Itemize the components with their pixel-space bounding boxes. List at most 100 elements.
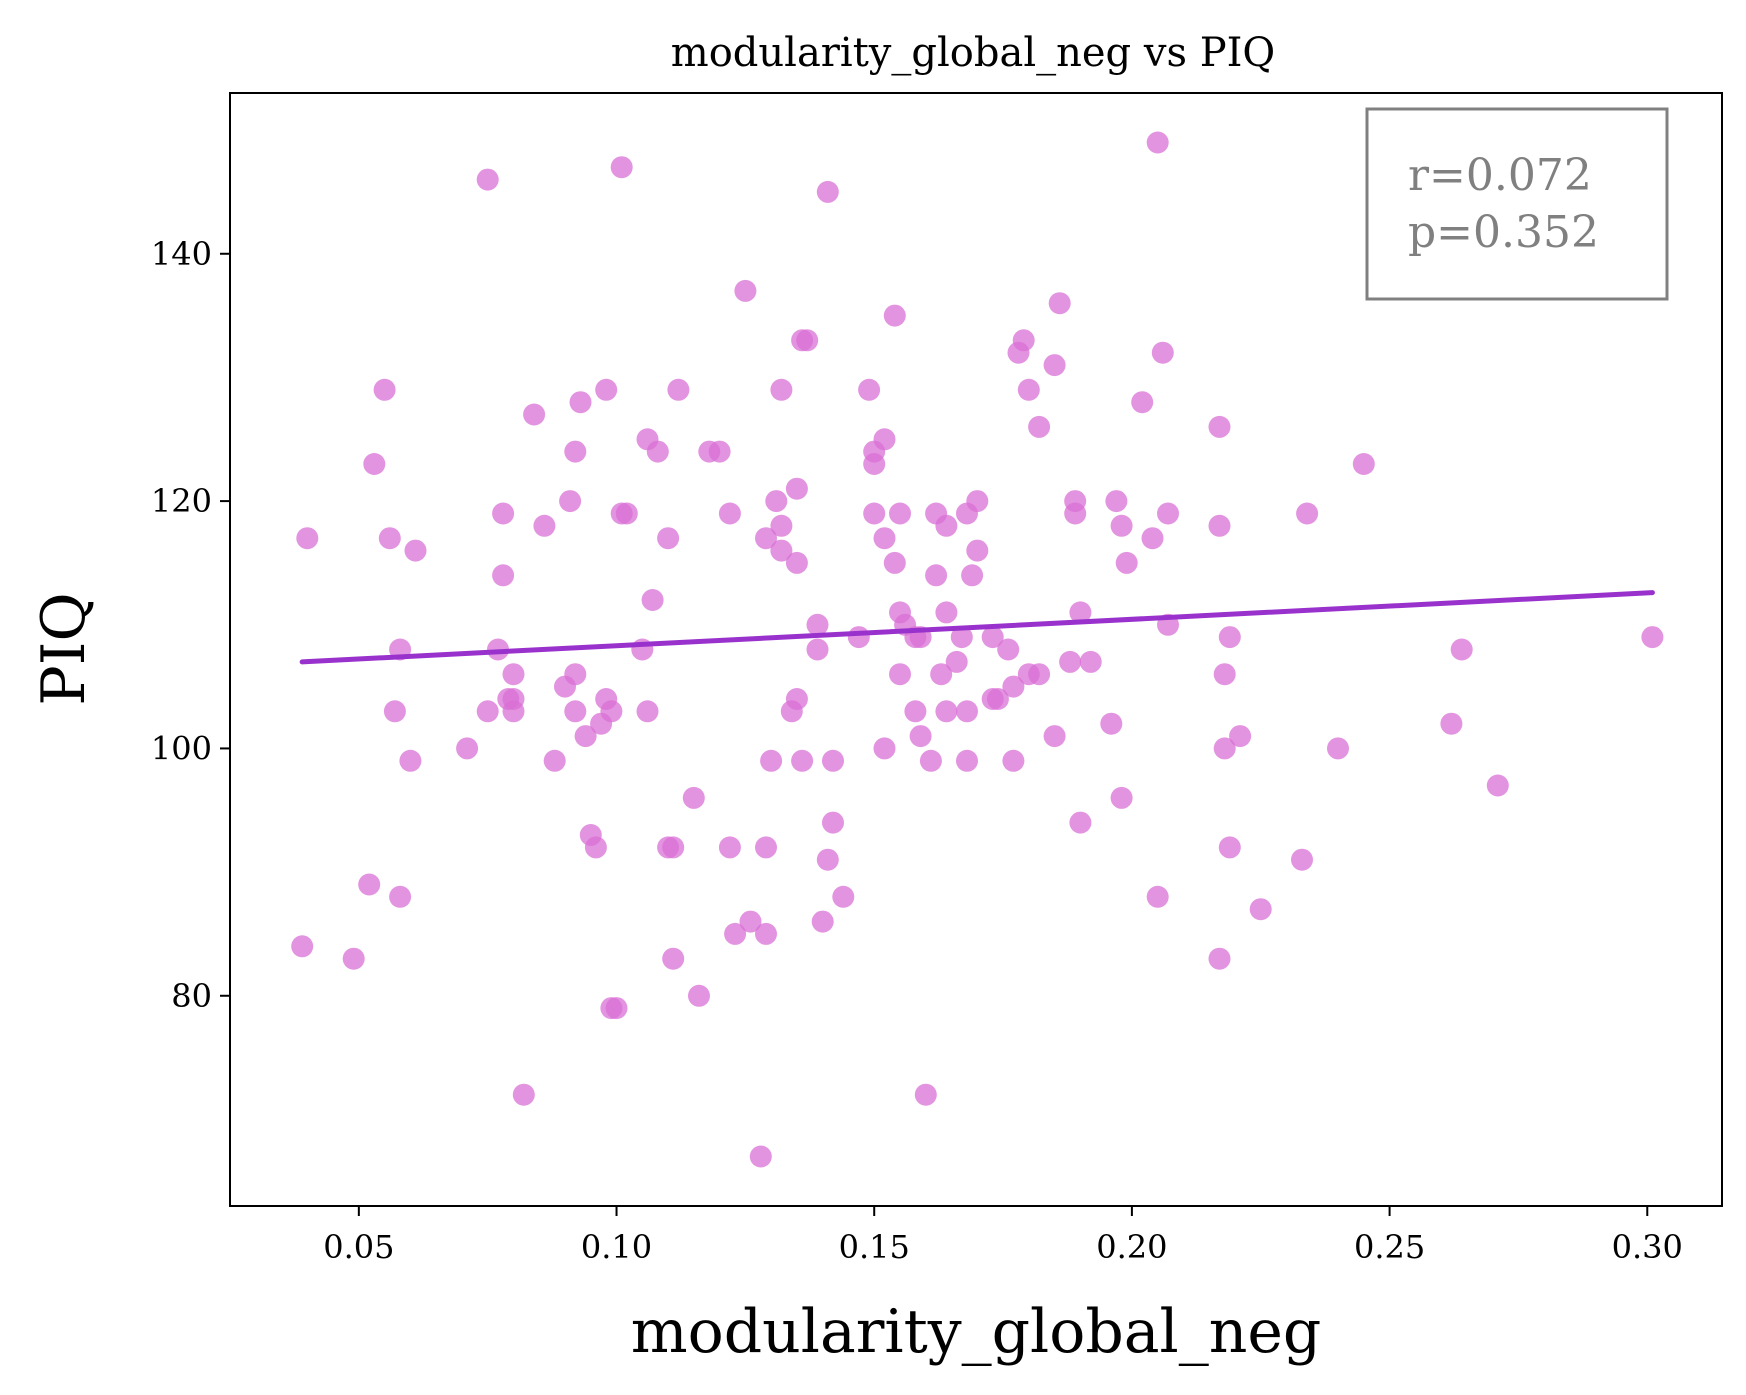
- data-point: [770, 514, 793, 537]
- data-point: [816, 848, 839, 871]
- data-point: [404, 539, 427, 562]
- data-point: [997, 638, 1020, 661]
- data-point: [986, 688, 1009, 710]
- data-point: [1641, 626, 1664, 649]
- data-point: [956, 700, 978, 723]
- data-point: [755, 836, 777, 859]
- data-point: [564, 663, 587, 686]
- data-point: [1043, 725, 1066, 748]
- data-point: [595, 378, 618, 401]
- data-point: [559, 490, 582, 513]
- x-axis-label: modularity_global_neg: [631, 1297, 1322, 1367]
- data-point: [1291, 848, 1313, 871]
- data-point: [1213, 737, 1236, 760]
- data-point: [456, 737, 479, 760]
- data-point: [1012, 329, 1035, 352]
- data-point: [492, 564, 515, 587]
- data-point: [791, 749, 814, 772]
- regression-line: [299, 590, 1655, 665]
- data-point: [785, 688, 808, 710]
- data-point: [1115, 551, 1138, 574]
- data-point: [1043, 354, 1066, 377]
- data-point: [1131, 391, 1154, 414]
- data-point: [1208, 415, 1231, 438]
- data-point: [342, 947, 365, 970]
- data-point: [930, 663, 953, 686]
- data-point: [1069, 601, 1092, 624]
- data-point: [1249, 898, 1272, 921]
- data-point: [770, 378, 793, 401]
- data-point: [1141, 527, 1164, 550]
- data-point: [615, 502, 638, 525]
- data-point: [708, 440, 731, 463]
- data-point: [935, 514, 958, 537]
- data-point: [543, 749, 566, 772]
- y-tick-label: 120: [151, 482, 212, 520]
- data-point: [1218, 626, 1241, 649]
- x-axis-ticks: 0.05 0.10 0.15 0.20 0.25 0.30: [323, 1206, 1683, 1266]
- data-point: [1450, 638, 1473, 661]
- data-point: [373, 378, 396, 401]
- data-point: [718, 836, 741, 859]
- stats-r-value: r=0.072: [1408, 150, 1592, 201]
- stats-box-frame: [1365, 107, 1669, 301]
- data-point: [981, 626, 1004, 649]
- data-point: [358, 873, 381, 896]
- data-point: [785, 477, 808, 500]
- data-point: [950, 626, 973, 649]
- data-point: [904, 700, 927, 723]
- data-point: [378, 527, 401, 550]
- data-point: [523, 403, 546, 426]
- x-tick-label: 0.25: [1354, 1228, 1425, 1266]
- data-point: [863, 453, 886, 475]
- data-point: [1110, 514, 1133, 537]
- data-point: [724, 922, 747, 945]
- data-point: [662, 836, 685, 859]
- data-point: [858, 378, 881, 401]
- data-point: [1213, 663, 1236, 686]
- data-point: [956, 749, 978, 772]
- data-point: [749, 1145, 772, 1168]
- data-point: [919, 749, 942, 772]
- data-point: [492, 502, 515, 525]
- data-point: [1059, 650, 1082, 673]
- data-point: [574, 725, 597, 748]
- data-point: [935, 700, 958, 723]
- data-point: [889, 663, 911, 686]
- data-point: [873, 737, 896, 760]
- data-point: [806, 613, 829, 636]
- data-point: [1028, 663, 1051, 686]
- data-point: [1069, 811, 1092, 834]
- data-point: [863, 502, 886, 525]
- data-point: [822, 811, 844, 834]
- y-tick-label: 100: [151, 729, 212, 767]
- y-tick-label: 80: [171, 977, 212, 1015]
- data-point: [945, 650, 968, 673]
- data-point: [935, 601, 958, 624]
- data-point: [755, 527, 777, 550]
- data-point: [605, 997, 628, 1020]
- x-tick-label: 0.10: [581, 1228, 652, 1266]
- data-point: [1151, 341, 1174, 364]
- data-point: [1486, 774, 1509, 797]
- data-point: [811, 910, 834, 933]
- data-point: [796, 329, 819, 352]
- data-point: [1105, 490, 1128, 513]
- data-point: [816, 180, 839, 203]
- data-point: [1208, 947, 1231, 970]
- data-point: [806, 638, 829, 661]
- x-tick-label: 0.30: [1612, 1228, 1683, 1266]
- y-axis-ticks: 80 100 120 140: [151, 235, 230, 1015]
- data-point: [883, 304, 906, 327]
- data-point: [399, 749, 422, 772]
- data-point: [1100, 712, 1123, 735]
- data-point: [925, 564, 948, 587]
- data-point: [584, 836, 607, 859]
- data-point: [1208, 514, 1231, 537]
- chart-title: modularity_global_neg vs PIQ: [671, 30, 1275, 76]
- data-point: [832, 885, 855, 908]
- data-point: [569, 391, 592, 414]
- data-point: [389, 885, 412, 908]
- y-axis-label: PIQ: [29, 592, 99, 705]
